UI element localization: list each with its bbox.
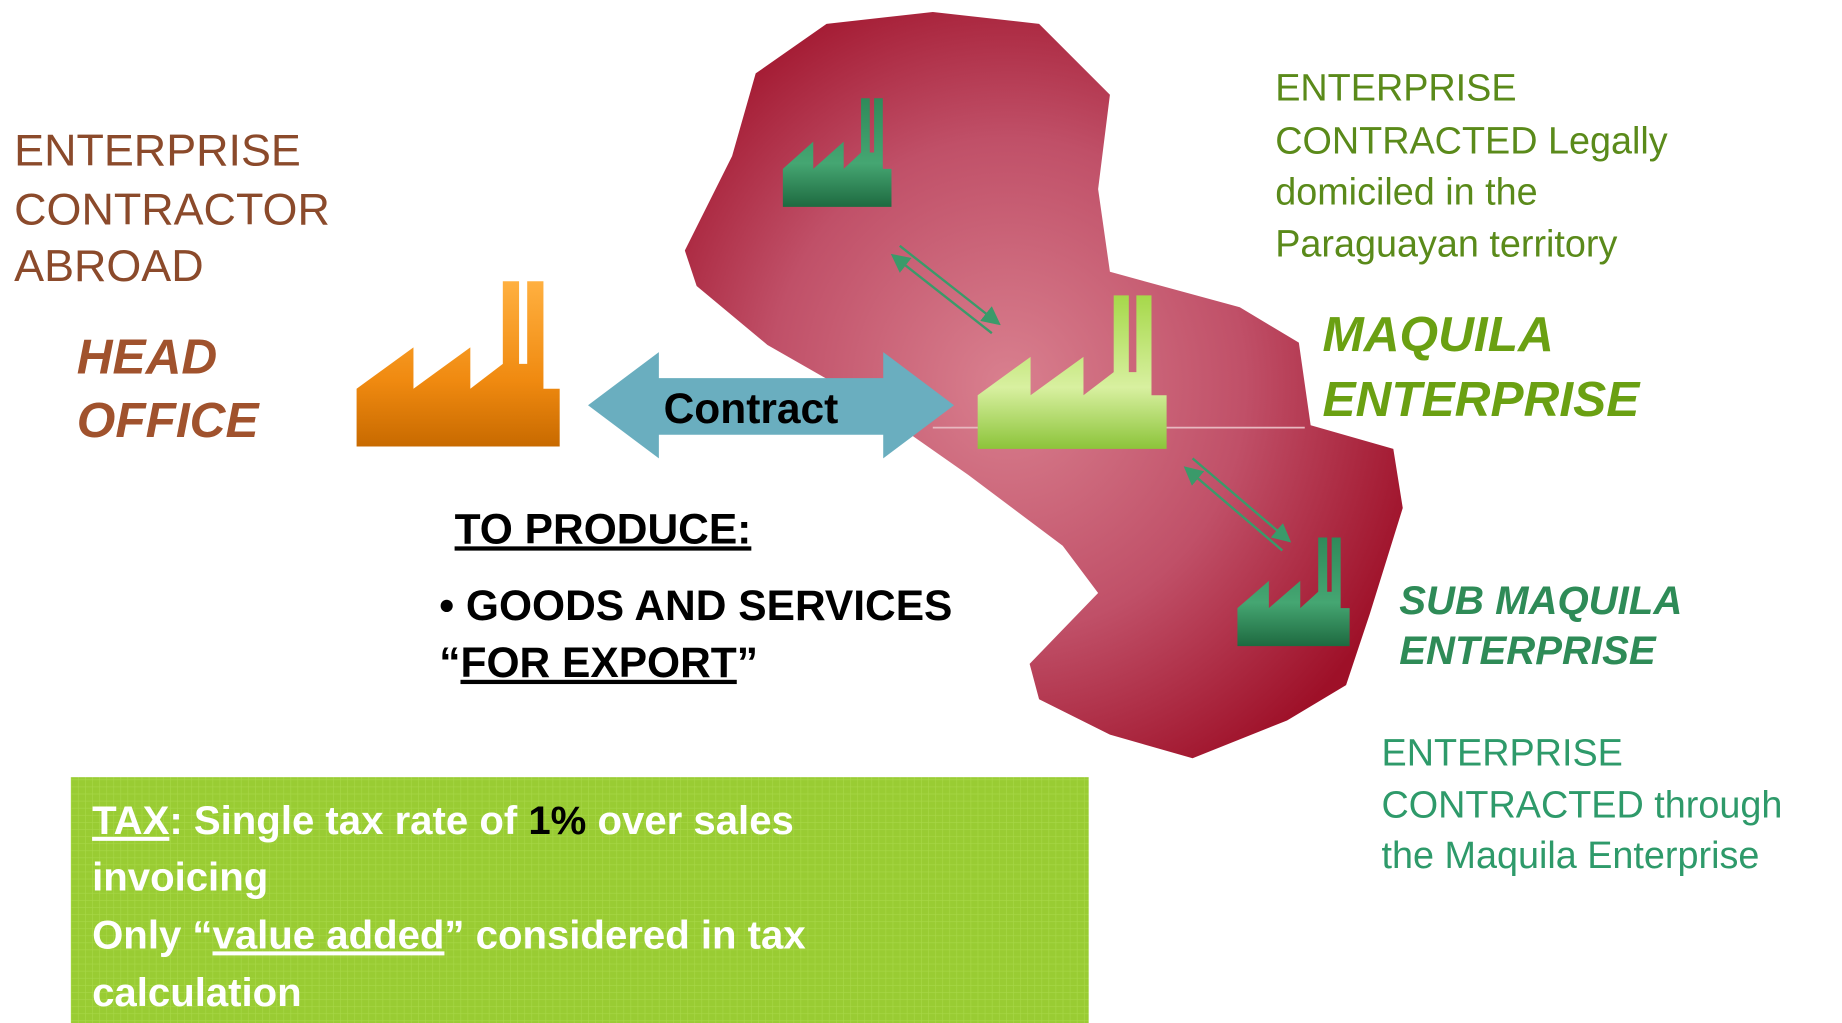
text-line: invoicing xyxy=(92,855,268,900)
text-line: MAQUILA xyxy=(1322,306,1553,362)
value-added: value added xyxy=(213,912,445,957)
tax-text: TAX: Single tax rate of 1% over sales in… xyxy=(92,798,817,1015)
head-office-factory xyxy=(356,281,560,447)
text-line: CONTRACTED through xyxy=(1382,784,1783,826)
text-line: ENTERPRISE xyxy=(1382,732,1623,774)
text-line: ENTERPRISE xyxy=(1275,68,1516,110)
text-line: Paraguayan territory xyxy=(1275,223,1617,265)
produce-heading: TO PRODUCE: xyxy=(455,506,752,553)
sub-maquila-enterprise: SUB MAQUILA ENTERPRISE xyxy=(1399,578,1693,673)
text-line: SUB MAQUILA xyxy=(1399,578,1682,623)
head-office: HEAD OFFICE xyxy=(77,328,261,448)
text-line: ABROAD xyxy=(14,240,203,291)
text-line: domiciled in the xyxy=(1275,171,1537,213)
export-text: FOR EXPORT xyxy=(460,640,736,687)
quote: ” xyxy=(737,640,758,687)
text-line: calculation xyxy=(92,970,302,1015)
text-line: the Maquila Enterprise xyxy=(1382,835,1760,877)
tax-box xyxy=(70,777,1089,1023)
tax-label: TAX xyxy=(92,798,170,843)
tax-rate: 1% xyxy=(528,798,586,843)
link-arrows xyxy=(890,244,1292,552)
text-line: HEAD xyxy=(77,328,217,384)
quote: “ xyxy=(439,640,460,687)
text-line: CONTRACTOR xyxy=(14,184,330,235)
text-part: : Single tax rate of xyxy=(169,798,528,843)
produce-export: “FOR EXPORT” xyxy=(439,640,758,687)
text-line: ENTERPRISE xyxy=(14,125,301,176)
text-line: ENTERPRISE xyxy=(1322,371,1641,427)
text-line: OFFICE xyxy=(77,392,261,448)
contract-arrow xyxy=(588,352,955,459)
text-line: CONTRACTED Legally xyxy=(1275,121,1668,163)
contracted-legally: ENTERPRISE CONTRACTED Legally domiciled … xyxy=(1275,68,1678,266)
text-line: ENTERPRISE xyxy=(1399,628,1657,673)
text-part: over sales xyxy=(586,798,793,843)
contracted-through: ENTERPRISE CONTRACTED through the Maquil… xyxy=(1382,732,1793,877)
contract-label: Contract xyxy=(664,386,839,433)
contractor-abroad: ENTERPRISE CONTRACTOR ABROAD xyxy=(14,125,342,292)
text-part: ” considered in tax xyxy=(444,912,806,957)
produce-bullet: • GOODS AND SERVICES xyxy=(439,583,952,630)
maquila-enterprise: MAQUILA ENTERPRISE xyxy=(1322,306,1641,427)
text-part: Only “ xyxy=(92,912,212,957)
